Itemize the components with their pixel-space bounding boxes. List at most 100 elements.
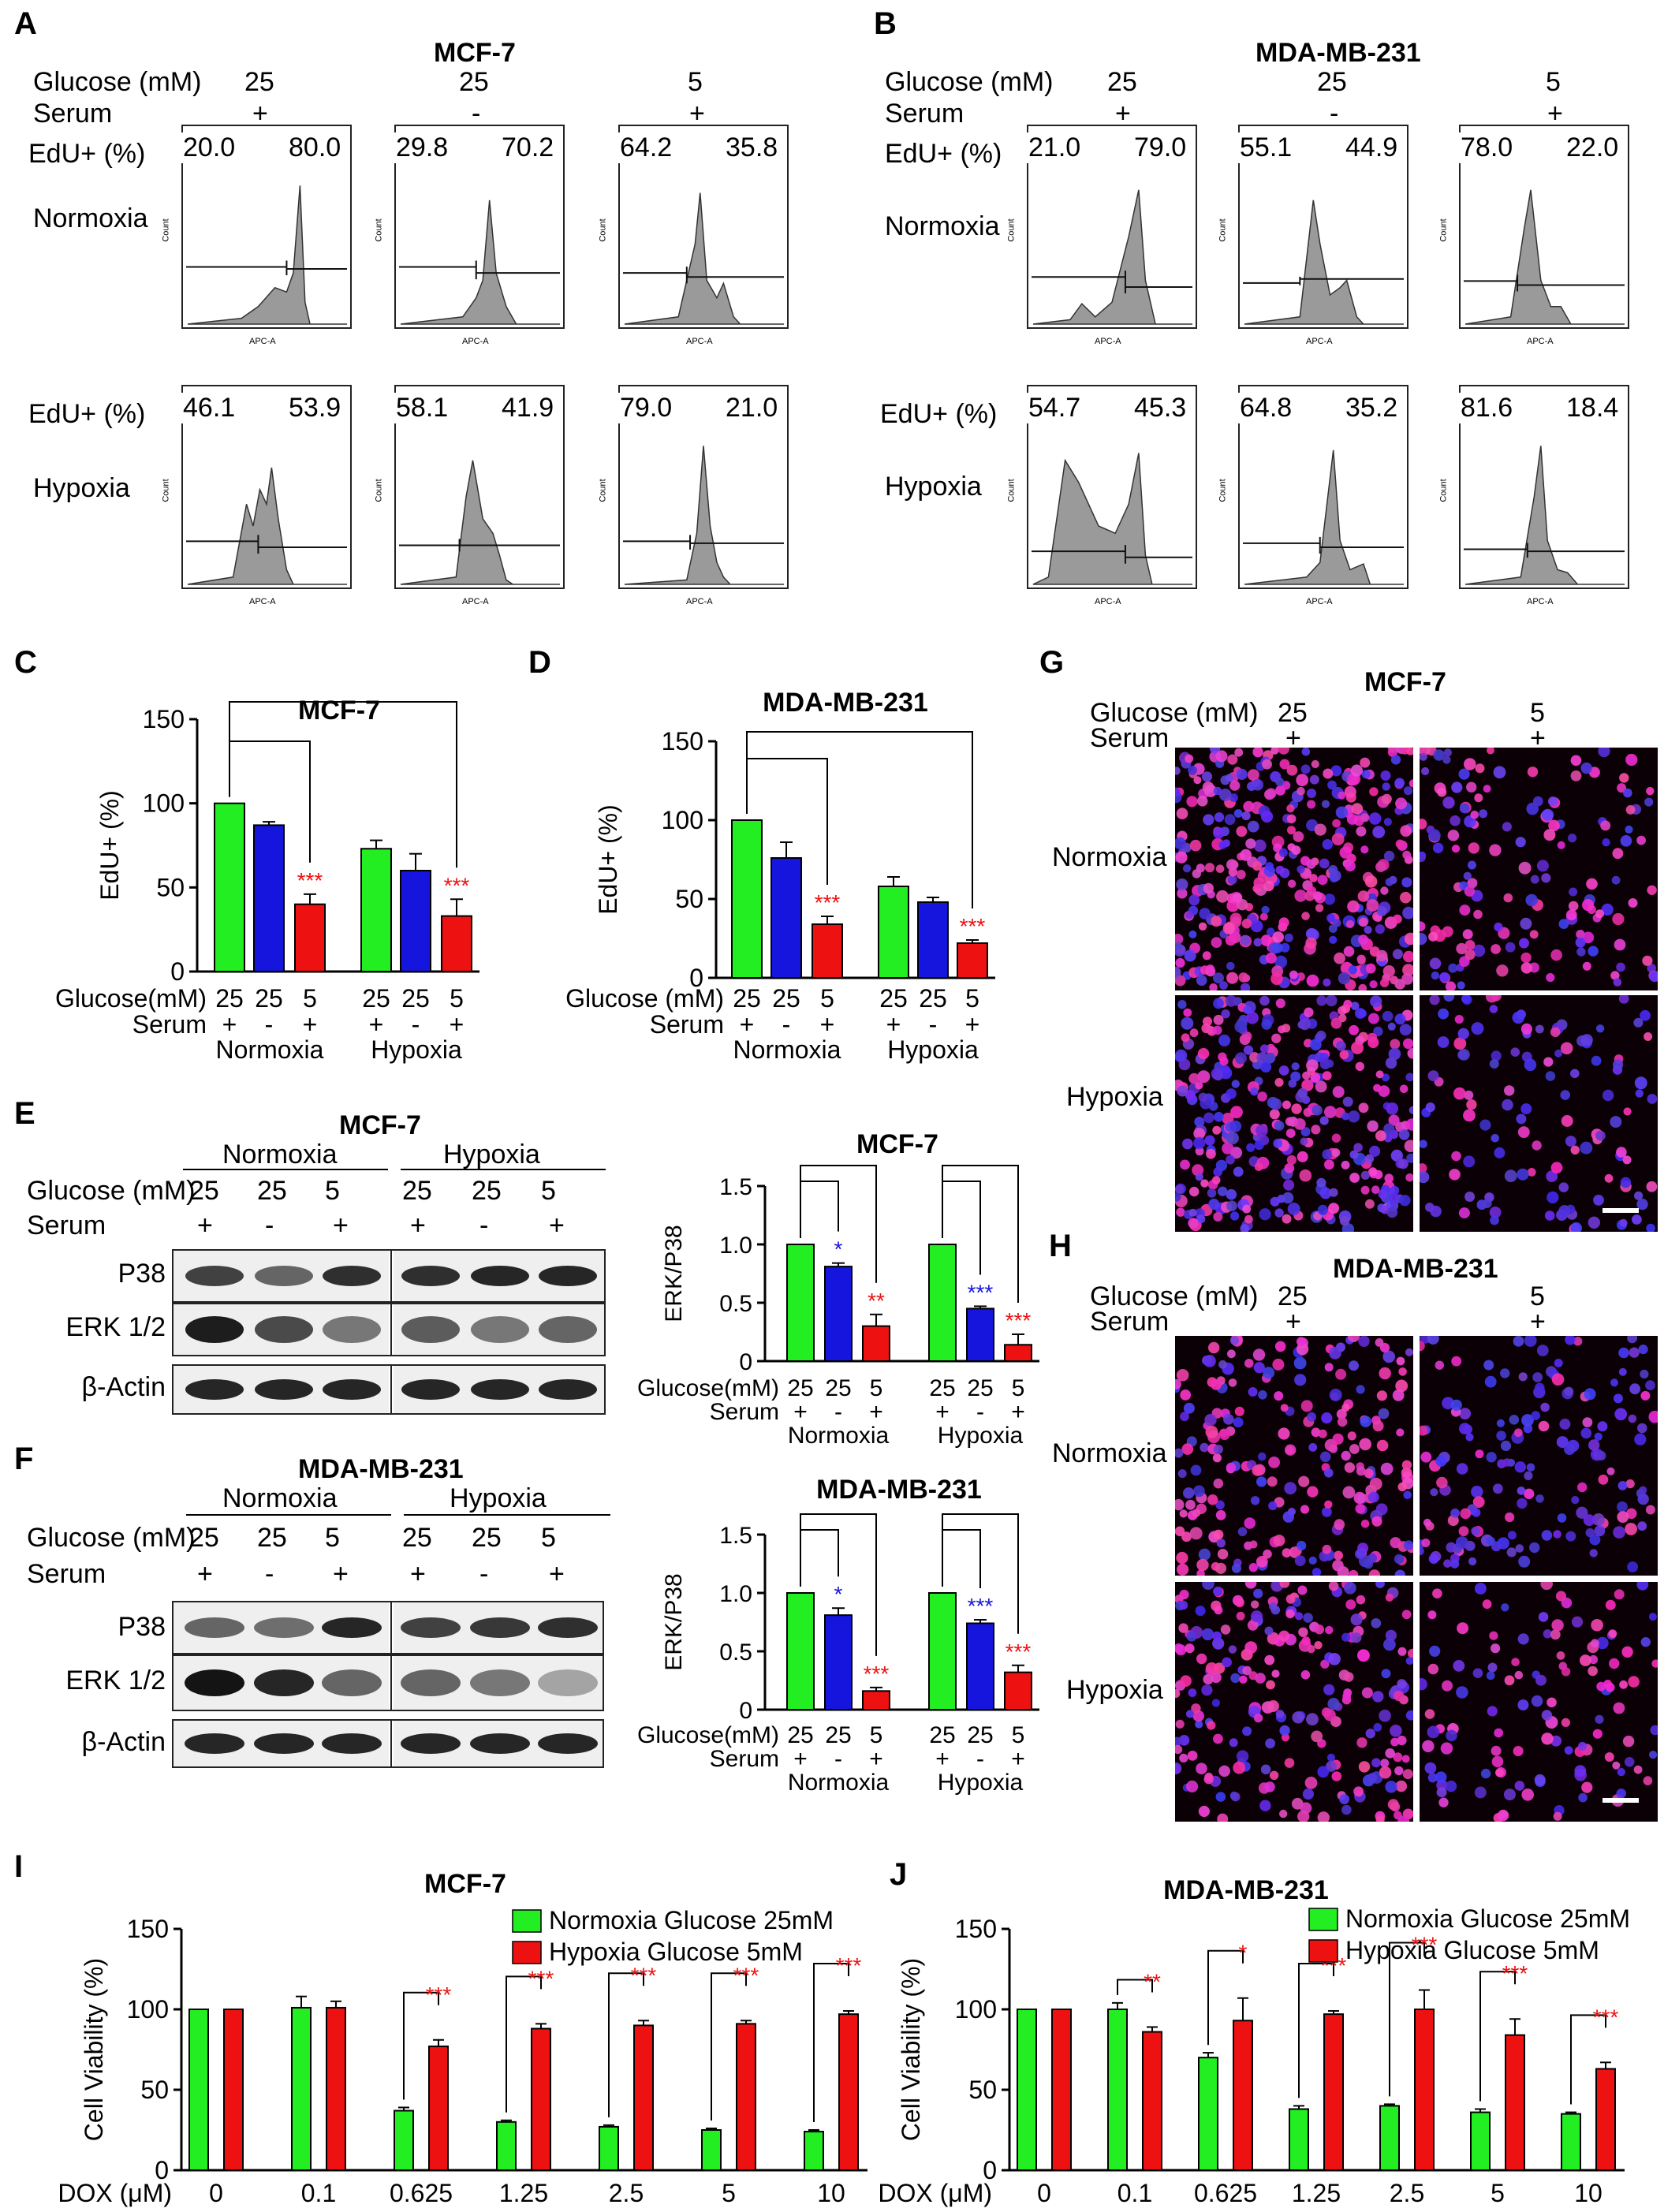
bar [786, 1244, 815, 1362]
cell-nucleus [1188, 1218, 1199, 1229]
bar [326, 2006, 346, 2171]
blot-band [185, 1316, 244, 1343]
cell-nucleus [1453, 1087, 1466, 1100]
micro-h-normoxia-5 [1420, 1336, 1658, 1576]
cell-nucleus [1325, 1059, 1334, 1068]
cell-nucleus [1259, 1800, 1271, 1811]
blot-f-erk [172, 1654, 604, 1711]
cell-nucleus [1517, 1498, 1528, 1509]
edu-positive-percent: 21.0 [722, 393, 782, 423]
cell-nucleus [1447, 830, 1460, 841]
cell-nucleus [1177, 1085, 1188, 1097]
cell-nucleus [1300, 764, 1311, 774]
legend-swatch [1308, 1908, 1338, 1931]
cell-nucleus [1403, 950, 1413, 963]
cell-nucleus [1247, 769, 1259, 781]
cell-nucleus [1322, 1544, 1332, 1554]
cell-nucleus [1458, 1526, 1469, 1537]
cell-nucleus [1446, 1542, 1457, 1553]
y-tick-label: 1.0 [719, 1233, 752, 1259]
cell-nucleus [1278, 1630, 1290, 1642]
flow-y-axis-label: Count [374, 478, 384, 502]
cell-nucleus [1578, 1741, 1587, 1751]
cell-nucleus [1394, 1690, 1405, 1702]
blot-band [254, 1733, 314, 1754]
histogram-area [1244, 449, 1404, 585]
cell-nucleus [1453, 1660, 1465, 1672]
cell-nucleus [1517, 1633, 1529, 1645]
cell-nucleus [1229, 1120, 1242, 1132]
cell-nucleus [1558, 1205, 1571, 1217]
cell-nucleus [1505, 1512, 1515, 1523]
panel-a-serum-3: + [689, 99, 705, 129]
cell-nucleus [1323, 893, 1335, 905]
cell-nucleus [1229, 1791, 1238, 1800]
panel-b-row-hypoxia: Hypoxia [885, 472, 982, 502]
cell-nucleus [1268, 1457, 1280, 1468]
edu-positive-percent: 35.2 [1342, 393, 1401, 423]
cell-nucleus [1588, 1654, 1599, 1665]
cell-nucleus [1420, 933, 1427, 946]
cell-nucleus [1209, 983, 1218, 990]
cell-nucleus [1228, 1645, 1237, 1654]
cell-nucleus [1282, 1192, 1294, 1204]
cell-nucleus [1382, 965, 1395, 978]
cell-nucleus [1594, 1525, 1606, 1537]
glucose-tick-label: 5 [1012, 1722, 1025, 1748]
cell-nucleus [1258, 1390, 1267, 1400]
cell-nucleus [1541, 1733, 1554, 1745]
blot-glucose-value: 5 [325, 1523, 340, 1553]
blot-band [322, 1733, 382, 1754]
cell-nucleus [1358, 983, 1367, 990]
cell-nucleus [1518, 1372, 1528, 1382]
cell-nucleus [1392, 949, 1403, 960]
cell-nucleus [1202, 951, 1211, 961]
cell-nucleus [1390, 1537, 1401, 1549]
cell-nucleus [1339, 846, 1352, 859]
cell-nucleus [1521, 1414, 1534, 1427]
cell-nucleus [1474, 793, 1483, 803]
bar [1289, 2108, 1309, 2172]
cell-nucleus [1324, 1500, 1333, 1509]
cell-nucleus [1408, 1106, 1413, 1114]
cell-nucleus [1591, 1619, 1603, 1632]
cell-nucleus [1507, 1531, 1517, 1540]
cell-nucleus [1388, 1192, 1399, 1203]
glucose-tick-label: 25 [787, 1375, 813, 1401]
cell-nucleus [1617, 1767, 1625, 1777]
cell-nucleus [1318, 1429, 1327, 1438]
cell-nucleus [1597, 1421, 1608, 1432]
panel-f-normoxia-line [186, 1514, 391, 1516]
cell-nucleus [1229, 793, 1238, 802]
dose-tick-label: 2.5 [609, 2179, 644, 2207]
cell-nucleus [1305, 927, 1318, 940]
serum-tick-label: + [369, 1010, 384, 1039]
cell-nucleus [1233, 893, 1242, 902]
cell-nucleus [1295, 1612, 1304, 1621]
cell-nucleus [1233, 1166, 1244, 1177]
edu-positive-percent: 45.3 [1131, 393, 1190, 423]
cell-nucleus [1345, 919, 1355, 928]
cell-nucleus [1252, 860, 1263, 871]
cell-nucleus [1225, 934, 1237, 946]
cell-nucleus [1306, 1059, 1319, 1072]
bar [862, 1690, 890, 1711]
cell-nucleus [1175, 1744, 1183, 1755]
cell-nucleus [1310, 1039, 1322, 1051]
cell-nucleus [1286, 814, 1297, 824]
cell-nucleus [1430, 1205, 1442, 1218]
histogram-area [400, 200, 560, 325]
cell-nucleus [1357, 957, 1366, 965]
cell-nucleus [1222, 1142, 1234, 1154]
cell-nucleus [1440, 1742, 1453, 1755]
cell-nucleus [1219, 1057, 1229, 1066]
blot-band [538, 1733, 598, 1754]
cell-nucleus [1472, 944, 1486, 957]
cell-nucleus [1529, 930, 1539, 939]
cell-nucleus [1349, 1150, 1359, 1159]
cell-nucleus [1489, 1631, 1498, 1640]
cell-nucleus [1397, 1647, 1407, 1656]
legend-label: Normoxia Glucose 25mM [549, 1906, 834, 1934]
cell-nucleus [1629, 1383, 1640, 1395]
